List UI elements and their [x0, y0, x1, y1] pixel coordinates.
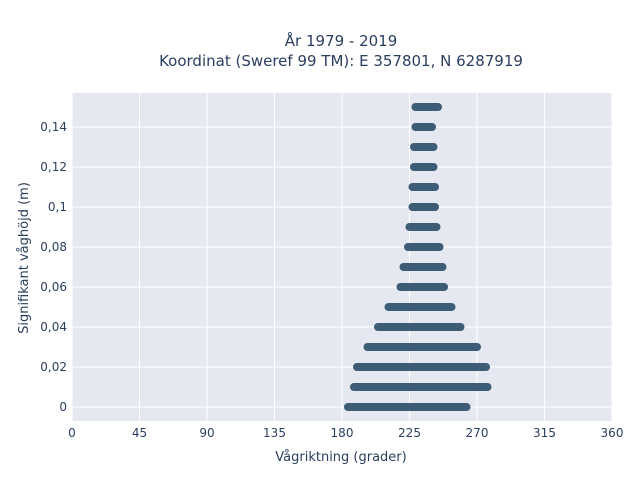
y-tick-label: 0,08 — [40, 240, 67, 254]
chart-title-line-2: Koordinat (Sweref 99 TM): E 357801, N 62… — [159, 52, 523, 70]
x-tick-label: 90 — [199, 426, 214, 440]
y-tick-label: 0,1 — [48, 200, 67, 214]
x-tick-label: 360 — [601, 426, 624, 440]
y-tick-label: 0,02 — [40, 360, 67, 374]
grid-lines — [71, 93, 613, 421]
x-tick-label: 135 — [263, 426, 286, 440]
y-axis-label: Signifikant våghöjd (m) — [17, 182, 32, 334]
y-tick-label: 0 — [59, 400, 67, 414]
y-tick-label: 0,14 — [40, 120, 67, 134]
x-tick-label: 270 — [466, 426, 489, 440]
x-tick-label: 0 — [68, 426, 76, 440]
y-tick-label: 0,12 — [40, 160, 67, 174]
y-tick-label: 0,04 — [40, 320, 67, 334]
data-bands — [344, 103, 492, 411]
x-tick-label: 225 — [398, 426, 421, 440]
x-tick-label: 180 — [331, 426, 354, 440]
x-tick-label: 315 — [533, 426, 556, 440]
x-axis-label: Vågriktning (grader) — [275, 450, 406, 465]
chart-title-line-1: År 1979 - 2019 — [285, 31, 398, 50]
x-tick-label: 45 — [132, 426, 147, 440]
x-axis-ticks: 0 45 90 135 180 225 270 315 360 — [68, 426, 623, 440]
y-axis-ticks: 0 0,02 0,04 0,06 0,08 0,1 0,12 0,14 — [40, 120, 67, 414]
y-tick-label: 0,06 — [40, 280, 67, 294]
